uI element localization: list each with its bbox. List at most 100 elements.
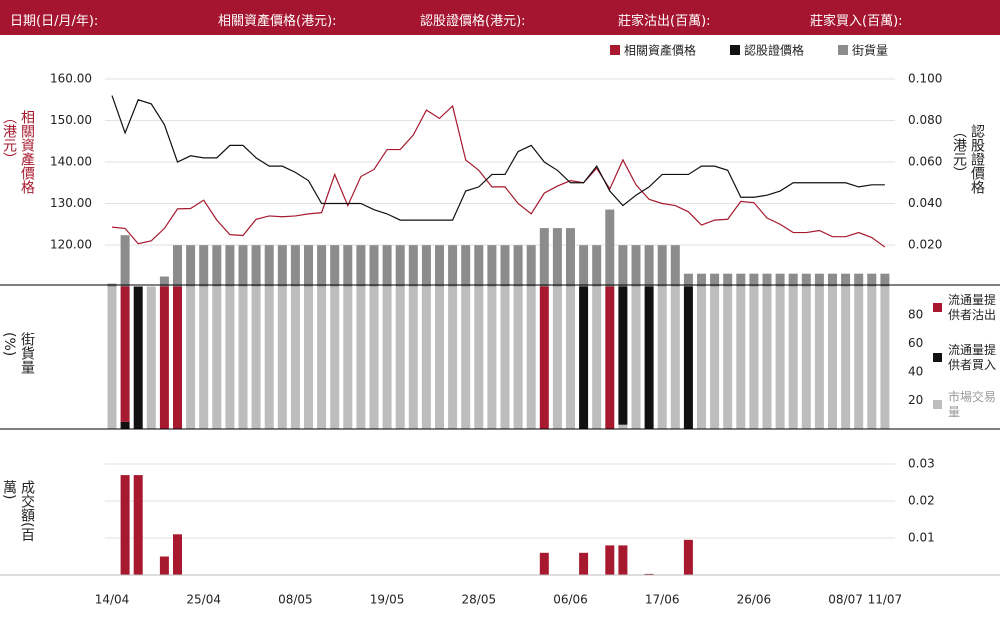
tick-label: 150.00	[50, 113, 92, 127]
bar	[369, 286, 379, 429]
bar	[395, 245, 405, 287]
bar	[513, 286, 523, 429]
bar	[264, 286, 274, 429]
bar	[697, 273, 706, 287]
bar	[579, 286, 589, 429]
bar	[526, 245, 536, 287]
y-axis-label: 相關資產價格（港元）	[1, 110, 35, 194]
tick-label: 0.100	[908, 72, 942, 86]
x-tick-label: 14/04	[95, 593, 130, 607]
bar	[212, 245, 222, 287]
x-tick-label: 25/04	[186, 593, 221, 607]
bar	[330, 245, 340, 287]
bar	[159, 556, 169, 575]
bar	[539, 286, 549, 429]
bar	[723, 273, 733, 287]
tick-label: 80	[908, 308, 923, 322]
bar	[290, 245, 300, 287]
bar	[566, 228, 575, 287]
bar	[133, 286, 143, 429]
tick-label: 0.03	[908, 457, 935, 471]
bar	[159, 286, 169, 429]
bar	[801, 273, 811, 287]
bar	[697, 286, 706, 429]
header-label: 認股證價格(港元):	[420, 14, 526, 29]
bar	[618, 424, 628, 429]
bar	[395, 286, 405, 429]
bar	[841, 286, 851, 429]
bar	[670, 245, 680, 287]
bar	[605, 545, 615, 575]
bar	[225, 286, 235, 429]
header-label: 莊家沽出(百萬):	[618, 14, 711, 29]
bar	[238, 245, 248, 287]
header-label: 莊家買入(百萬):	[810, 14, 903, 29]
bar	[775, 286, 785, 429]
tick-label: 40	[908, 365, 923, 379]
bar	[186, 286, 196, 429]
bar	[500, 286, 510, 429]
bar	[539, 228, 549, 287]
bar	[343, 286, 353, 429]
bar	[828, 273, 837, 287]
bar	[356, 286, 366, 429]
bar	[683, 273, 693, 287]
bar	[592, 245, 602, 287]
bar	[251, 245, 261, 287]
bar	[736, 286, 746, 429]
bar	[435, 286, 444, 429]
bar	[749, 273, 759, 287]
y-axis-label: 成交額(百萬)	[1, 480, 35, 542]
legend-label: 街貨量	[852, 43, 888, 58]
bar	[421, 245, 431, 287]
header: 日期(日/月/年): 相關資產價格(港元): 認股證價格(港元): 莊家沽出(百…	[0, 0, 1000, 35]
legend-label: 市場交易量	[948, 390, 997, 419]
bar	[657, 245, 667, 287]
bar	[290, 286, 300, 429]
y-axis-label: 街貨量(%)	[1, 332, 35, 374]
bar	[605, 209, 615, 287]
x-tick-label: 06/06	[553, 593, 588, 607]
legend-label: 流通量提供者買入	[948, 343, 997, 372]
bar	[670, 286, 680, 429]
bar	[618, 245, 628, 287]
x-tick-label: 08/07	[828, 593, 863, 607]
bar	[448, 286, 458, 429]
bar	[605, 286, 615, 429]
legend-swatch	[730, 45, 740, 55]
header-label: 相關資產價格(港元):	[218, 14, 337, 29]
bar	[710, 286, 720, 429]
line	[111, 95, 885, 221]
x-tick-label: 28/05	[462, 593, 497, 607]
bar	[382, 245, 392, 287]
bar	[854, 273, 864, 287]
bar	[356, 245, 366, 287]
bar	[579, 245, 589, 287]
bar	[343, 245, 353, 287]
bar	[317, 245, 327, 287]
bar	[199, 245, 209, 287]
bar	[199, 286, 209, 429]
bar	[788, 286, 798, 429]
tick-label: 60	[908, 336, 923, 350]
bar	[723, 286, 733, 429]
x-tick-label: 11/07	[868, 593, 903, 607]
legend-swatch	[838, 45, 848, 55]
bar	[552, 286, 562, 429]
legend-label: 流通量提供者沽出	[948, 293, 997, 322]
bar	[801, 286, 811, 429]
legend-swatch	[933, 303, 942, 312]
bar	[880, 286, 890, 429]
bar	[120, 475, 130, 575]
bar	[631, 286, 641, 429]
tick-label: 0.040	[908, 196, 942, 210]
bar	[173, 245, 182, 287]
tick-label: 120.00	[50, 238, 92, 252]
bar	[251, 286, 261, 429]
bar	[618, 545, 628, 575]
bar	[474, 286, 484, 429]
bar	[120, 235, 130, 287]
bar	[487, 286, 497, 429]
bar	[683, 539, 693, 575]
